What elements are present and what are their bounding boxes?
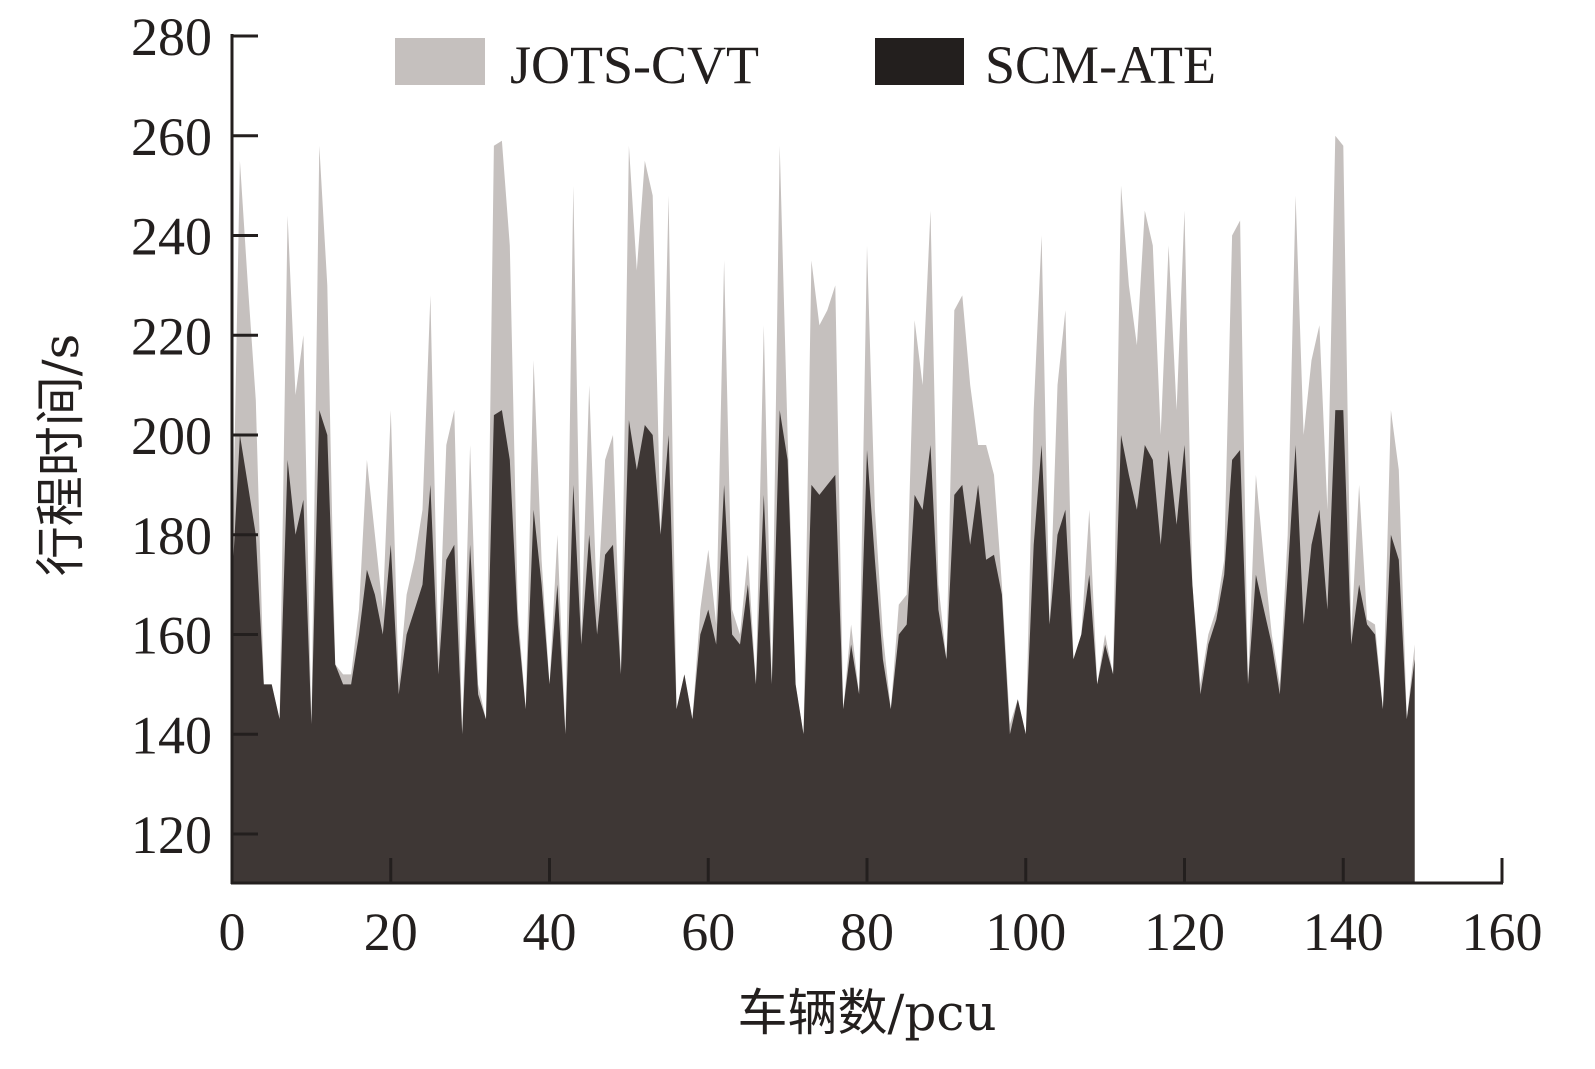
x-tick-label: 80 [840, 902, 894, 962]
x-tick-label: 0 [219, 902, 246, 962]
y-tick-label: 240 [131, 207, 212, 267]
y-tick-label: 280 [131, 7, 212, 67]
x-tick-label: 100 [985, 902, 1066, 962]
y-tick-label: 200 [131, 406, 212, 466]
x-tick-label: 120 [1144, 902, 1225, 962]
legend-swatch-jots-cvt [395, 38, 485, 85]
x-axis-title: 车辆数/pcu [737, 984, 996, 1042]
area-series-scm-ate [232, 410, 1415, 883]
y-tick-label: 220 [131, 306, 212, 366]
x-tick-label: 20 [364, 902, 418, 962]
plot-areas [232, 135, 1415, 884]
ticks: 120 140 160 180 200 220 240 260 280 0 20 40 60 80 100 1… [131, 7, 1543, 962]
y-tick-label: 160 [131, 606, 212, 666]
legend-swatch-scm-ate [875, 38, 964, 85]
x-tick-label: 140 [1303, 902, 1384, 962]
x-tick-label: 60 [681, 902, 735, 962]
y-tick-label: 180 [131, 506, 212, 566]
y-tick-label: 260 [131, 107, 212, 167]
y-tick-label: 140 [131, 705, 212, 765]
y-tick-label: 120 [131, 805, 212, 865]
legend-label-scm-ate: SCM-ATE [985, 35, 1216, 95]
x-tick-label: 160 [1462, 902, 1543, 962]
x-tick-label: 40 [523, 902, 577, 962]
legend: JOTS-CVT SCM-ATE [395, 35, 1216, 95]
legend-label-jots-cvt: JOTS-CVT [510, 35, 759, 95]
y-axis-title: 行程时间/s [32, 334, 90, 577]
